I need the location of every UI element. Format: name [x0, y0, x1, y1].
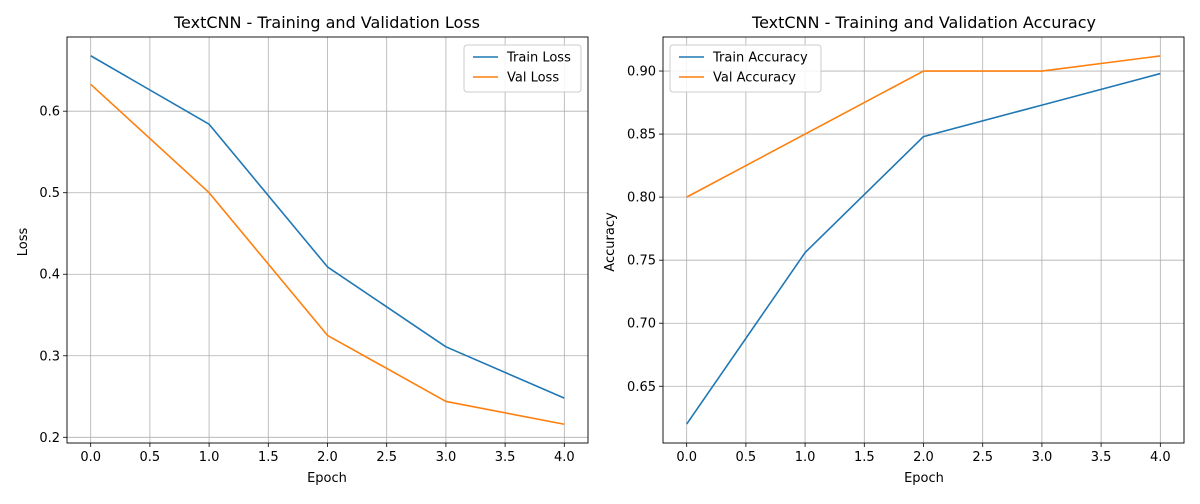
loss-chart-y-axis-title: Loss: [16, 228, 31, 257]
loss-chart-plot-frame: [66, 36, 589, 444]
loss-chart-x-tick-label: 4.0: [554, 450, 575, 465]
loss-chart-y-tick-label: 0.3: [39, 349, 60, 364]
loss-chart-y-tick-label: 0.4: [39, 268, 60, 283]
accuracy-chart-x-tick-label: 3.5: [1091, 450, 1112, 465]
accuracy-chart-plot-frame: [662, 36, 1185, 444]
loss-chart-title: TextCNN - Training and Validation Loss: [173, 13, 480, 32]
accuracy-chart-legend: Train Accuracy Val Accuracy: [669, 44, 822, 93]
loss-chart-y-tick-label: 0.2: [39, 431, 60, 446]
loss-chart-x-tick-label: 3.0: [436, 450, 457, 465]
accuracy-chart-y-tick-label: 0.90: [627, 65, 656, 80]
loss-chart-series-line-2: [90, 83, 565, 426]
loss-chart-y-tick-label: 0.6: [39, 105, 60, 120]
accuracy-chart-panel: TextCNN - Training and Validation Accura…: [603, 13, 1185, 486]
accuracy-chart-legend-label-2: Val Accuracy: [713, 71, 796, 86]
loss-chart-x-tick-label: 0.5: [140, 450, 161, 465]
accuracy-chart-x-tick-label: 3.0: [1032, 450, 1053, 465]
accuracy-chart-y-tick-label: 0.85: [627, 128, 656, 143]
loss-chart-x-tick-label: 1.0: [199, 450, 220, 465]
accuracy-chart-series-line-1: [686, 72, 1161, 425]
loss-chart-x-tick-label: 0.0: [80, 450, 101, 465]
loss-chart-x-axis-title: Epoch: [307, 471, 347, 486]
loss-chart-legend: Train Loss Val Loss: [463, 44, 582, 93]
accuracy-chart-series-line-2: [686, 55, 1161, 198]
loss-chart-panel: TextCNN - Training and Validation Loss E…: [16, 13, 589, 486]
loss-chart-legend-label-2: Val Loss: [507, 71, 559, 86]
loss-chart-x-tick-label: 1.5: [258, 450, 279, 465]
loss-chart-series-line-1: [90, 55, 565, 399]
accuracy-chart-y-tick-label: 0.80: [627, 191, 656, 206]
accuracy-chart-x-tick-label: 1.5: [854, 450, 875, 465]
accuracy-chart-y-axis-title: Accuracy: [603, 212, 618, 272]
accuracy-chart-legend-label-1: Train Accuracy: [712, 51, 808, 66]
loss-chart-x-tick-label: 3.5: [495, 450, 516, 465]
accuracy-chart-title: TextCNN - Training and Validation Accura…: [751, 13, 1096, 32]
accuracy-chart-x-axis-title: Epoch: [904, 471, 944, 486]
loss-chart-x-tick-label: 2.0: [317, 450, 338, 465]
loss-chart-y-tick-label: 0.5: [39, 186, 60, 201]
accuracy-chart-y-tick-label: 0.70: [627, 317, 656, 332]
accuracy-chart-x-tick-label: 0.5: [736, 450, 757, 465]
accuracy-chart-x-tick-label: 1.0: [795, 450, 816, 465]
accuracy-chart-legend-box: [669, 44, 822, 93]
loss-chart-legend-label-1: Train Loss: [506, 51, 571, 66]
accuracy-chart-y-tick-label: 0.65: [627, 380, 656, 395]
accuracy-chart-x-tick-label: 2.0: [913, 450, 934, 465]
loss-chart-x-tick-label: 2.5: [376, 450, 397, 465]
accuracy-chart-x-tick-label: 4.0: [1150, 450, 1171, 465]
accuracy-chart-x-tick-label: 2.5: [972, 450, 993, 465]
accuracy-chart-x-tick-label: 0.0: [676, 450, 697, 465]
accuracy-chart-y-tick-label: 0.75: [627, 254, 656, 269]
